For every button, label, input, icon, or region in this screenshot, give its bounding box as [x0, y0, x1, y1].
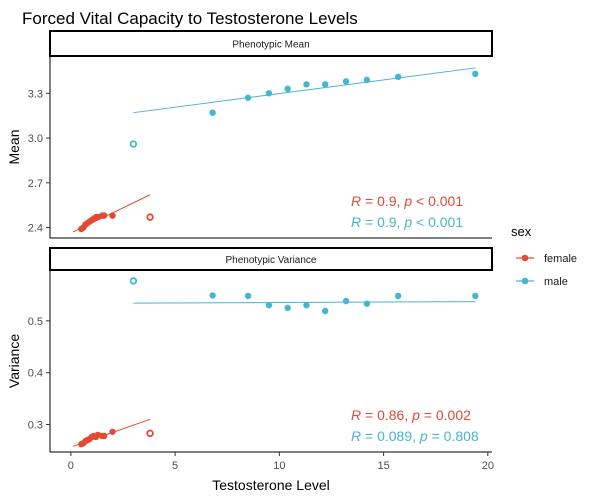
legend-key-point-female [521, 254, 529, 262]
y-tick-label: 0.4 [28, 368, 43, 380]
outlier-point-male [129, 140, 138, 148]
stat-annotation-male: R = 0.089, p = 0.808 [351, 428, 479, 444]
facet-strip [49, 30, 493, 57]
x-tick-label: 5 [172, 460, 178, 472]
data-point-female [101, 432, 108, 440]
data-point-male [363, 300, 371, 307]
legend-label-male: male [544, 276, 568, 288]
x-tick-label: 10 [273, 460, 285, 472]
data-point-male [394, 292, 402, 300]
fit-line-male [133, 301, 476, 304]
data-point-male [265, 90, 273, 97]
data-point-male [322, 307, 329, 315]
facet-strip-label: Phenotypic Variance [226, 255, 317, 266]
data-point-female [101, 212, 108, 219]
data-point-male [394, 73, 402, 81]
facet-strip [49, 247, 493, 271]
data-point-male [322, 81, 329, 88]
stat-annotation-female: R = 0.9, p < 0.001 [351, 193, 463, 209]
y-tick-label: 0.3 [28, 420, 43, 432]
data-point-male [472, 70, 479, 78]
y-tick-label: 0.5 [28, 316, 43, 328]
stat-annotation-male: R = 0.9, p < 0.001 [351, 214, 463, 230]
outlier-point-female [146, 213, 154, 221]
data-point-male [265, 302, 273, 309]
x-tick-label: 15 [377, 460, 389, 472]
data-point-male [209, 292, 216, 299]
legend-title: sex [511, 224, 532, 239]
data-point-male [284, 304, 291, 312]
data-point-female [109, 212, 116, 219]
data-point-male [209, 109, 216, 116]
data-point-male [303, 302, 310, 309]
y-tick-label: 3.0 [28, 133, 43, 145]
y-axis-label: Mean [6, 129, 22, 164]
data-point-female [109, 428, 116, 435]
y-tick-label: 3.3 [28, 88, 43, 100]
data-point-male [303, 81, 310, 88]
data-point-male [284, 85, 291, 93]
data-point-male [244, 94, 252, 101]
data-point-male [363, 76, 371, 84]
outlier-point-female [146, 429, 154, 438]
legend-label-female: female [544, 253, 577, 265]
legend-key-point-male [521, 277, 529, 285]
fit-line-male [133, 67, 476, 114]
chart-title: Forced Vital Capacity to Testosterone Le… [22, 9, 358, 28]
facet-strip-label: Phenotypic Mean [232, 40, 309, 51]
data-point-male [342, 78, 350, 85]
data-point-male [472, 292, 479, 300]
y-tick-label: 2.4 [28, 223, 43, 235]
data-point-male [244, 292, 252, 300]
stat-annotation-female: R = 0.86, p = 0.002 [351, 407, 471, 423]
outlier-point-male [129, 277, 138, 285]
y-axis-label: Variance [6, 334, 22, 388]
y-tick-label: 2.7 [28, 178, 43, 190]
x-tick-label: 20 [482, 460, 494, 472]
x-tick-label: 0 [68, 460, 74, 472]
x-axis-label: Testosterone Level [212, 477, 330, 493]
data-point-male [342, 297, 350, 305]
